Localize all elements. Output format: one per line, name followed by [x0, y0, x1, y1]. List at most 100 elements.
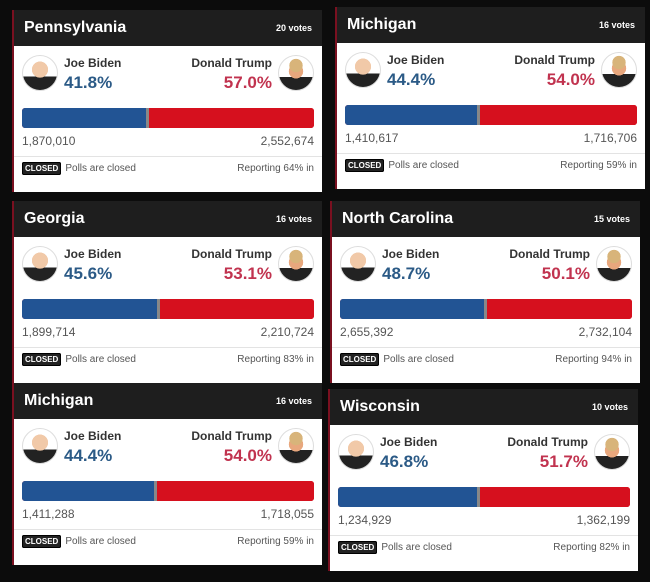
poll-status-text: Polls are closed [65, 163, 136, 174]
biden-bar-fill [345, 105, 480, 125]
state-name: Pennsylvania [24, 19, 127, 36]
state-name: Michigan [347, 16, 417, 33]
candidates-row: Joe Biden 44.4% Donald Trump 54.0% [337, 43, 645, 99]
trump-name: Donald Trump [191, 429, 272, 443]
biden-avatar-icon [338, 434, 374, 470]
trump-bar-fill [159, 299, 314, 319]
biden-name: Joe Biden [380, 435, 438, 449]
biden-vote-count: 1,234,929 [338, 513, 392, 527]
biden-bar-fill [22, 299, 160, 319]
trump-name: Donald Trump [509, 247, 590, 261]
reporting-status: Reporting 59% in [237, 536, 314, 547]
state-result-card[interactable]: Michigan 16 votes Joe Biden 44.4% Donald… [335, 7, 645, 189]
trump-name: Donald Trump [514, 53, 595, 67]
trump-bar-fill [148, 108, 314, 128]
biden-vote-count: 1,899,714 [22, 325, 76, 339]
candidates-row: Joe Biden 41.8% Donald Trump 57.0% [14, 46, 322, 102]
state-name: Georgia [24, 210, 85, 227]
trump-name: Donald Trump [507, 435, 588, 449]
state-name: North Carolina [342, 210, 454, 227]
vote-share-bar [345, 105, 637, 125]
biden-avatar-icon [22, 55, 58, 91]
closed-badge: CLOSED [22, 535, 62, 548]
trump-avatar-icon [596, 246, 632, 282]
biden-name: Joe Biden [64, 429, 122, 443]
card-header: Pennsylvania 20 votes [14, 10, 322, 46]
trump-bar-fill [479, 105, 637, 125]
closed-badge: CLOSED [345, 159, 385, 172]
card-header: Michigan 16 votes [337, 7, 645, 43]
closed-badge: CLOSED [22, 162, 62, 175]
trump-vote-count: 2,210,724 [260, 325, 314, 339]
vote-share-bar [338, 487, 630, 507]
closed-badge: CLOSED [340, 353, 380, 366]
trump-vote-count: 1,716,706 [583, 131, 637, 145]
biden-avatar-icon [22, 246, 58, 282]
trump-avatar-icon [278, 246, 314, 282]
biden-name: Joe Biden [382, 247, 440, 261]
trump-bar-fill [479, 487, 630, 507]
electoral-votes: 15 votes [593, 214, 630, 224]
biden-name: Joe Biden [64, 247, 122, 261]
vote-counts: 1,411,288 1,718,055 [14, 501, 322, 530]
candidates-row: Joe Biden 48.7% Donald Trump 50.1% [332, 237, 640, 293]
state-result-card[interactable]: Michigan 16 votes Joe Biden 44.4% Donald… [12, 383, 322, 565]
trump-percent: 57.0% [223, 73, 272, 92]
biden-vote-count: 1,411,288 [22, 507, 75, 521]
candidates-row: Joe Biden 46.8% Donald Trump 51.7% [330, 425, 638, 481]
state-result-card[interactable]: North Carolina 15 votes Joe Biden 48.7% … [330, 201, 640, 383]
trump-avatar-icon [278, 55, 314, 91]
reporting-status: Reporting 59% in [560, 160, 637, 171]
poll-status-text: Polls are closed [65, 354, 136, 365]
candidates-row: Joe Biden 45.6% Donald Trump 53.1% [14, 237, 322, 293]
poll-status: CLOSED Polls are closed [22, 353, 136, 366]
biden-bar-fill [340, 299, 487, 319]
biden-name: Joe Biden [387, 53, 445, 67]
card-header: Georgia 16 votes [14, 201, 322, 237]
biden-percent: 44.4% [64, 446, 113, 465]
trump-avatar-icon [601, 52, 637, 88]
poll-status-text: Polls are closed [381, 542, 452, 553]
vote-counts: 2,655,392 2,732,104 [332, 319, 640, 348]
biden-avatar-icon [345, 52, 381, 88]
card-footer: CLOSED Polls are closed Reporting 64% in [14, 157, 322, 180]
trump-name: Donald Trump [191, 247, 272, 261]
poll-status: CLOSED Polls are closed [340, 353, 454, 366]
biden-vote-count: 1,870,010 [22, 134, 76, 148]
biden-vote-count: 2,655,392 [340, 325, 394, 339]
reporting-status: Reporting 82% in [553, 542, 630, 553]
trump-vote-count: 2,732,104 [578, 325, 632, 339]
trump-vote-count: 1,718,055 [260, 507, 314, 521]
trump-vote-count: 2,552,674 [260, 134, 314, 148]
reporting-status: Reporting 83% in [237, 354, 314, 365]
biden-percent: 45.6% [64, 264, 113, 283]
vote-counts: 1,234,929 1,362,199 [330, 507, 638, 536]
trump-name: Donald Trump [191, 56, 272, 70]
trump-vote-count: 1,362,199 [576, 513, 630, 527]
biden-percent: 41.8% [64, 73, 113, 92]
biden-percent: 44.4% [387, 70, 436, 89]
vote-share-bar [22, 108, 314, 128]
state-result-card[interactable]: Georgia 16 votes Joe Biden 45.6% Donald … [12, 201, 322, 383]
card-footer: CLOSED Polls are closed Reporting 82% in [330, 536, 638, 559]
biden-bar-fill [22, 108, 149, 128]
electoral-votes: 16 votes [598, 20, 635, 30]
state-name: Michigan [24, 392, 94, 409]
vote-share-bar [22, 481, 314, 501]
closed-badge: CLOSED [22, 353, 62, 366]
biden-percent: 48.7% [382, 264, 431, 283]
reporting-status: Reporting 94% in [555, 354, 632, 365]
vote-share-bar [340, 299, 632, 319]
biden-bar-fill [22, 481, 157, 501]
state-result-card[interactable]: Wisconsin 10 votes Joe Biden 46.8% Donal… [328, 389, 638, 571]
electoral-votes: 16 votes [275, 396, 312, 406]
closed-badge: CLOSED [338, 541, 378, 554]
state-result-card[interactable]: Pennsylvania 20 votes Joe Biden 41.8% Do… [12, 10, 322, 192]
vote-counts: 1,899,714 2,210,724 [14, 319, 322, 348]
trump-bar-fill [486, 299, 632, 319]
trump-percent: 54.0% [546, 70, 595, 89]
electoral-votes: 20 votes [275, 23, 312, 33]
card-header: North Carolina 15 votes [332, 201, 640, 237]
poll-status: CLOSED Polls are closed [22, 162, 136, 175]
trump-bar-fill [156, 481, 314, 501]
